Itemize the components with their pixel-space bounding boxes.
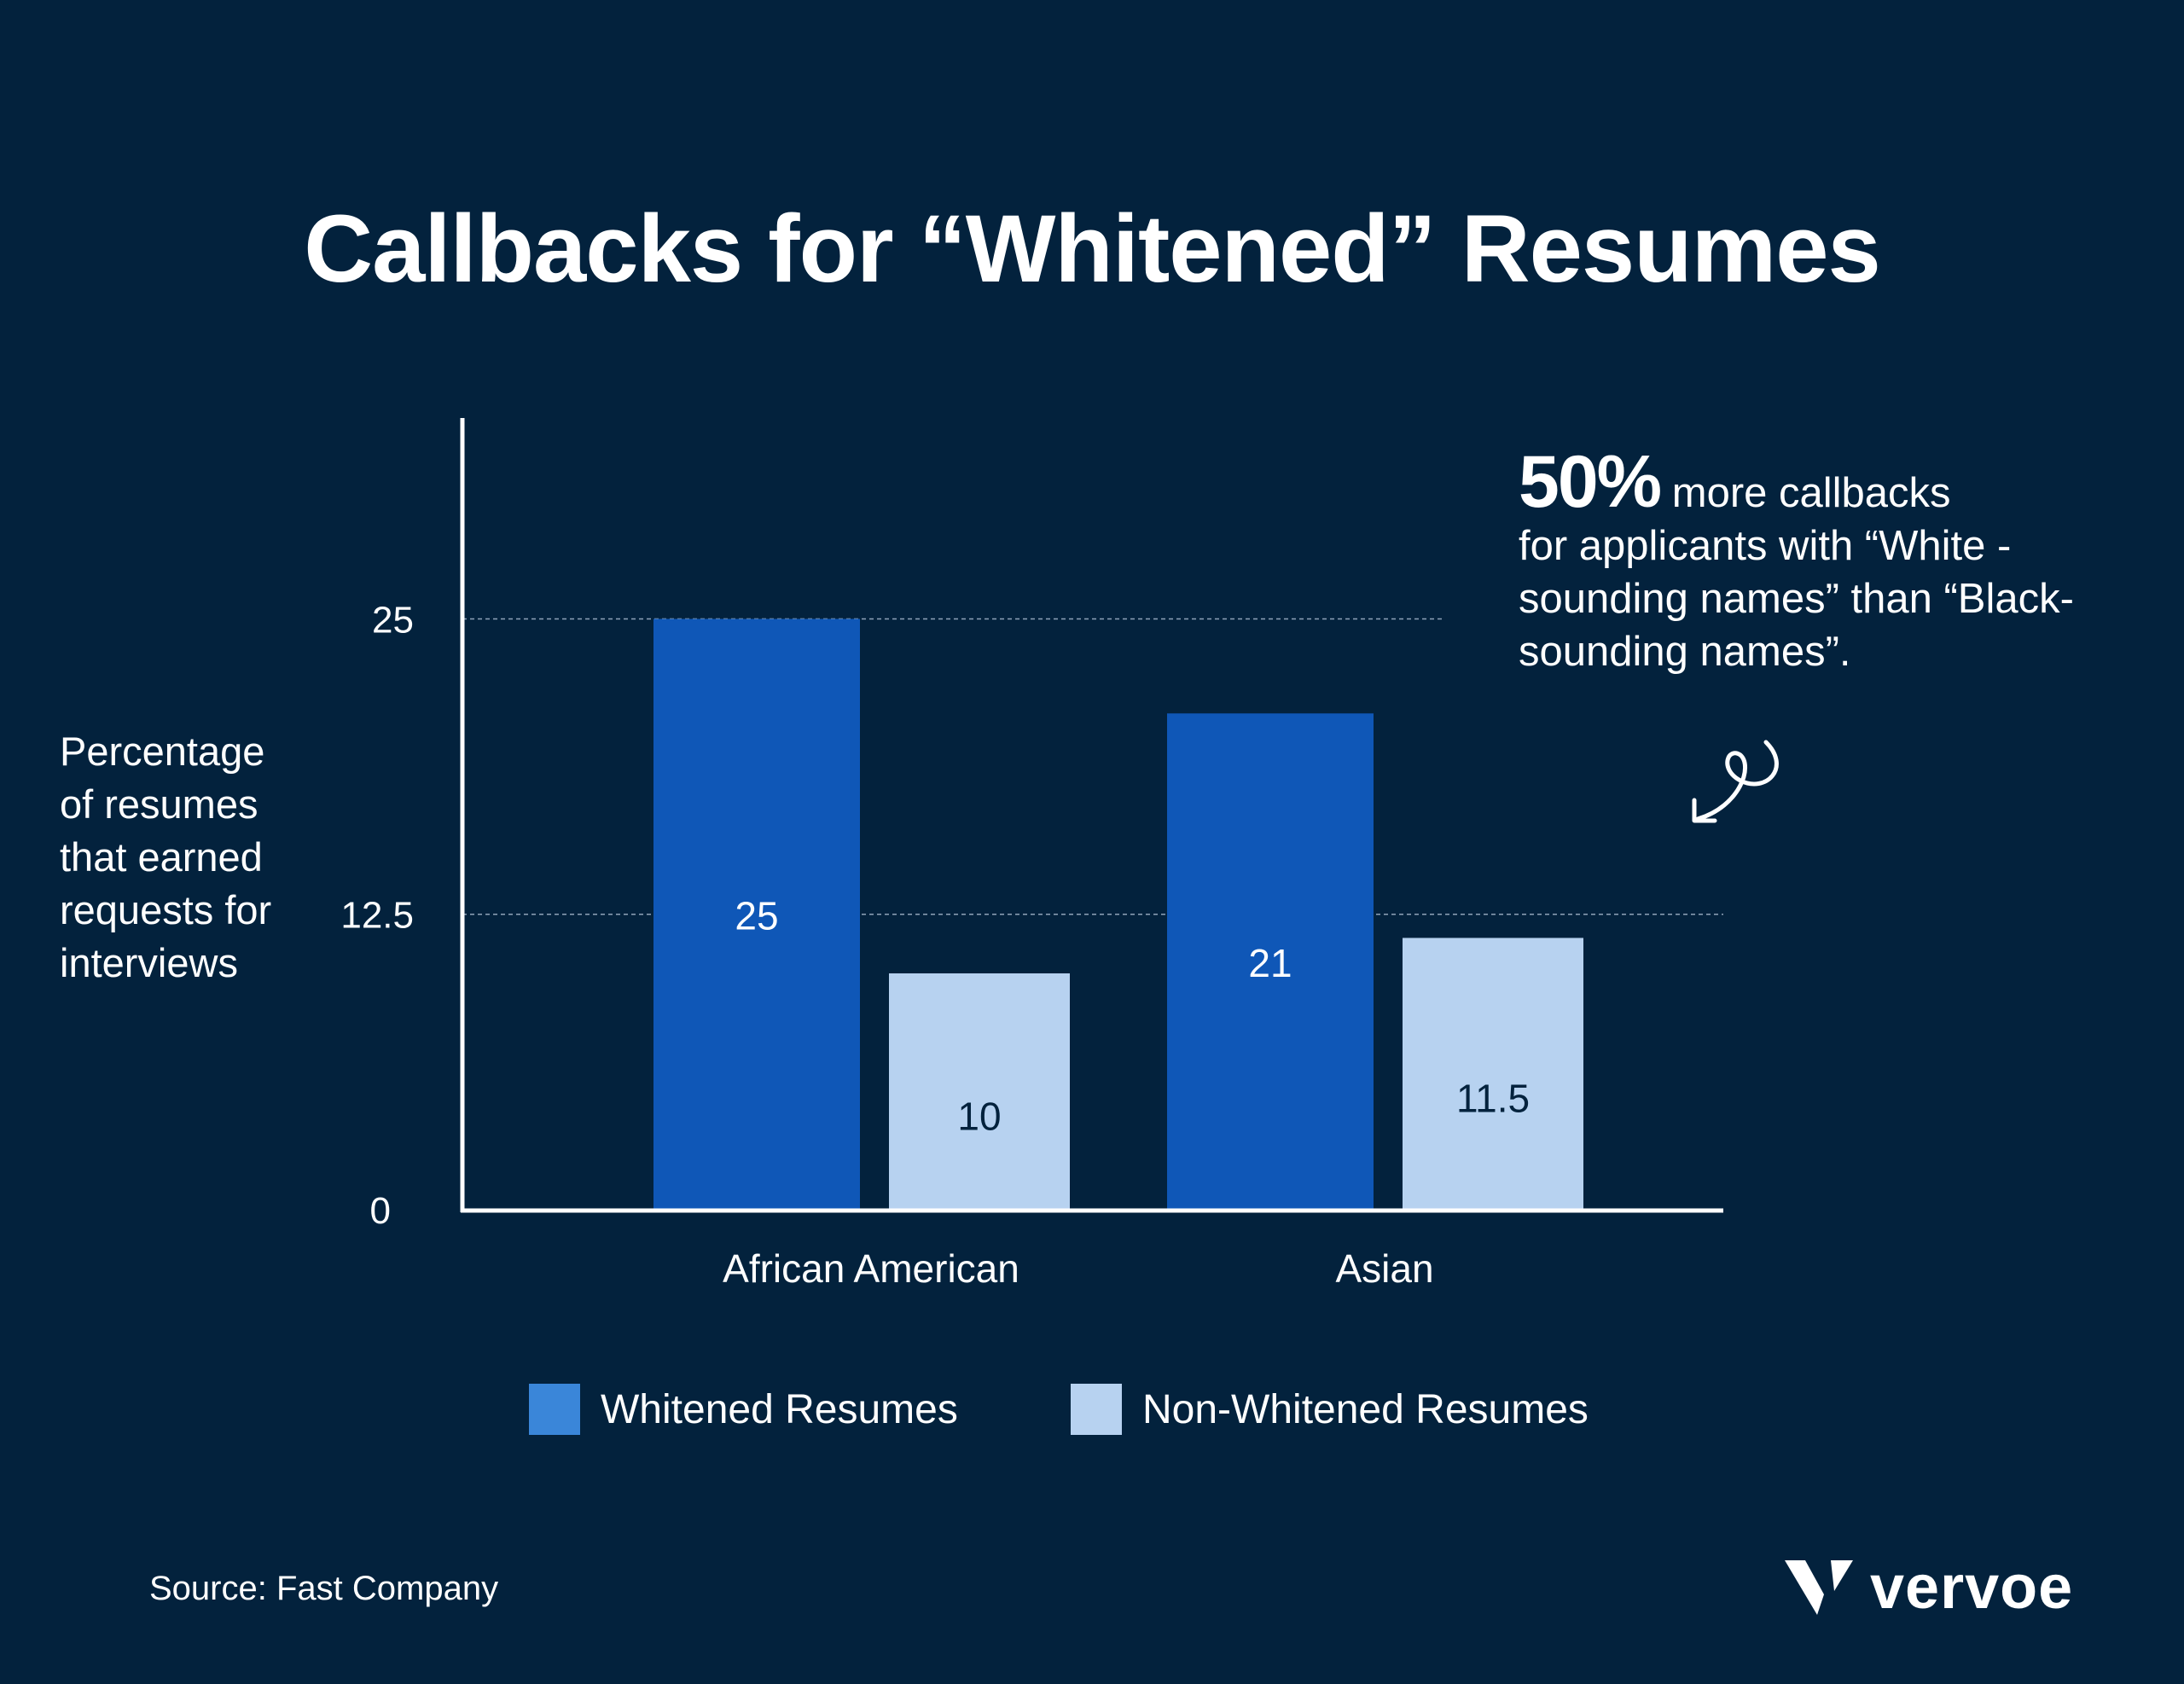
source-note: Source: Fast Company xyxy=(149,1570,499,1607)
bar-whitened xyxy=(1167,713,1374,1210)
legend-label-non-whitened: Non-Whitened Resumes xyxy=(1142,1386,1589,1432)
y-tick-label: 12.5 xyxy=(340,895,414,937)
bar-non-whitened xyxy=(1403,938,1583,1210)
x-tick-label: Asian xyxy=(1335,1246,1433,1291)
legend-label-whitened: Whitened Resumes xyxy=(601,1386,958,1432)
x-tick-label: African American xyxy=(723,1246,1019,1291)
callout-highlight: 50% xyxy=(1519,441,1662,523)
callout-text-rest: for applicants with “White -sounding nam… xyxy=(1519,523,2074,675)
callout-text-line1: more callbacks xyxy=(1660,470,1951,516)
data-label-whitened: 25 xyxy=(735,894,778,938)
bar-non-whitened xyxy=(889,973,1070,1210)
y-axis-label: Percentage of resumes that earned reques… xyxy=(60,729,272,985)
vervoe-logo: vervoe xyxy=(1783,1553,2073,1623)
callout-annotation: 50% more callbacks for applicants with “… xyxy=(1519,445,2133,678)
brand-wordmark: vervoe xyxy=(1870,1553,2074,1622)
chart-title: Callbacks for “Whitened” Resumes xyxy=(304,195,1881,302)
legend-item-whitened: Whitened Resumes xyxy=(529,1384,958,1435)
bar-whitened xyxy=(653,618,860,1210)
data-label-non-whitened: 10 xyxy=(957,1094,1001,1138)
vervoe-logo-icon xyxy=(1785,1560,1853,1615)
legend-swatch-non-whitened xyxy=(1071,1384,1122,1435)
y-tick-label: 25 xyxy=(372,599,414,641)
legend-item-non-whitened: Non-Whitened Resumes xyxy=(1071,1384,1589,1435)
legend-swatch-whitened xyxy=(529,1384,580,1435)
data-label-whitened: 21 xyxy=(1248,941,1292,985)
data-label-non-whitened: 11.5 xyxy=(1456,1077,1530,1121)
curly-arrow-icon xyxy=(1692,740,1779,823)
y-tick-label: 0 xyxy=(370,1190,391,1232)
